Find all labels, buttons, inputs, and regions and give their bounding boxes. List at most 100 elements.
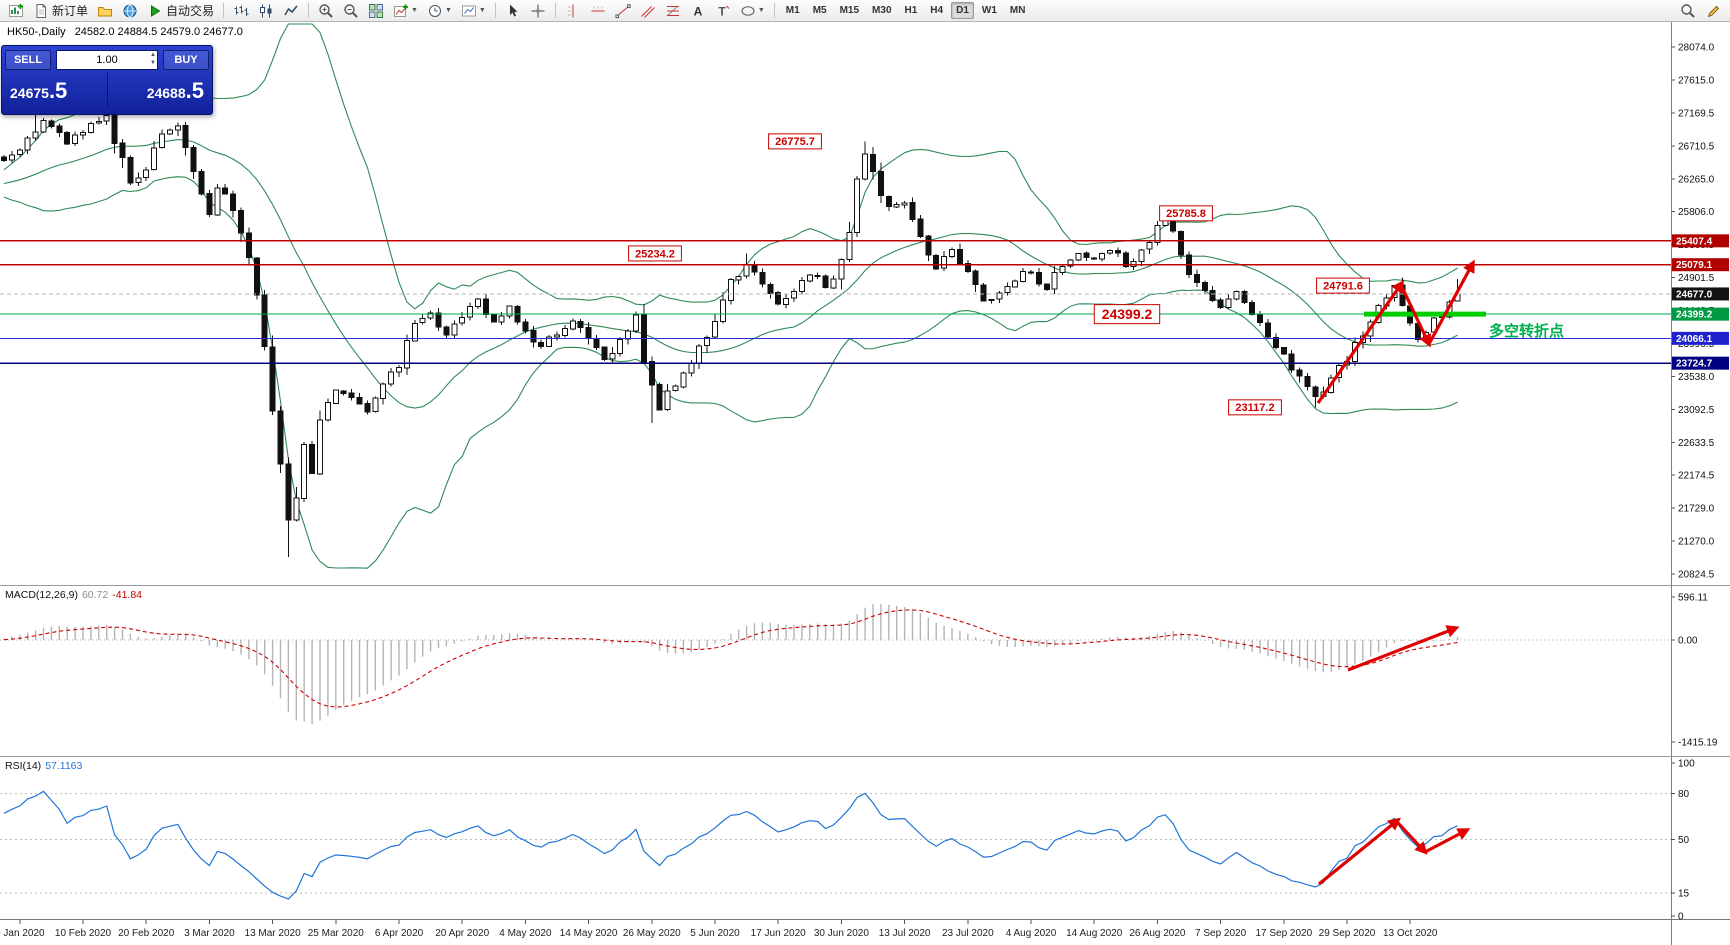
profiles-button[interactable] (93, 0, 117, 21)
draw-channel-button[interactable] (636, 0, 660, 21)
buy-price[interactable]: 24688.5 (107, 78, 209, 104)
timeframe-d1[interactable]: D1 (951, 2, 974, 19)
volume-spinner[interactable]: ▲ ▼ (150, 51, 156, 67)
zoom-out-button[interactable] (339, 0, 363, 21)
search-icon (1681, 3, 1695, 18)
price-tick-label: 21270.0 (1678, 537, 1715, 548)
chart-plot-area[interactable] (0, 22, 1671, 945)
price-tag-text: 24066.1 (1676, 334, 1713, 345)
line-chart-mode-button[interactable] (279, 0, 303, 21)
draw-text-label-button[interactable]: T (711, 0, 735, 21)
trend-arrows-rsi[interactable] (1317, 817, 1471, 886)
turning-point-note[interactable]: 多空转折点 (1489, 323, 1565, 340)
bar-chart-mode-button[interactable] (229, 0, 253, 21)
price-tick-label: 23092.5 (1678, 405, 1715, 416)
price-label-box[interactable] (1159, 205, 1213, 222)
candlestick-mode-button[interactable] (254, 0, 278, 21)
search-button[interactable] (1676, 0, 1700, 21)
draw-fibonacci-button[interactable] (661, 0, 685, 21)
crosshair-button[interactable] (526, 0, 550, 21)
indicators-list-button[interactable]: ▼ (389, 0, 422, 21)
draw-vertical-line-button[interactable] (561, 0, 585, 21)
price-divider (107, 73, 108, 108)
date-label: 3 Mar 2020 (184, 928, 235, 939)
sell-price[interactable]: 24675.5 (5, 78, 107, 104)
rsi-tick-label: 0 (1678, 912, 1684, 923)
candles-icon (260, 4, 272, 17)
tline-icon (615, 3, 631, 18)
price-tick-label: 25806.0 (1678, 207, 1715, 218)
timeframe-m15[interactable]: M15 (839, 5, 860, 16)
price-label-box[interactable] (1316, 277, 1370, 294)
new-chart-button[interactable] (4, 0, 28, 21)
date-label: 5 Jun 2020 (690, 928, 740, 939)
rsi-tick-label: 50 (1678, 835, 1690, 846)
periods-button[interactable]: ▼ (423, 0, 456, 21)
main-toolbar: 新订单 自动交易 ▼ ▼ ▼ A T ▼ M1 M5 M15 M30 H1 H4 D1 W1 MN (0, 0, 1730, 22)
price-label-text: 25234.2 (635, 248, 675, 260)
price-tick-label: 26265.0 (1678, 174, 1715, 185)
timeframe-mn[interactable]: MN (1009, 5, 1026, 16)
one-click-top-row: SELL 1.00 ▲ ▼ BUY (5, 49, 209, 70)
templates-button[interactable]: ▼ (457, 0, 490, 21)
macd-indicator-label: MACD(12,26,9) 60.72 -41.84 (5, 589, 142, 601)
zoom-out-icon (344, 3, 358, 18)
price-tick-label: 28074.0 (1678, 43, 1715, 54)
data-window-button[interactable] (118, 0, 142, 21)
timeframe-m30[interactable]: M30 (872, 5, 892, 16)
price-label-text: 24791.6 (1323, 280, 1363, 292)
shapes-icon (741, 5, 755, 16)
trend-arrow[interactable] (1347, 625, 1460, 672)
time-axis[interactable]: 9 Jan 2020 10 Feb 2020 20 Feb 2020 3 Mar 20… (0, 920, 1438, 939)
draw-trendline-button[interactable] (611, 0, 635, 21)
macd-axis[interactable]: 596.11 0.00 -1415.19 (1671, 593, 1718, 749)
timeframe-m5[interactable]: M5 (812, 5, 827, 16)
rsi-name: RSI(14) (5, 760, 42, 772)
spinner-up-icon[interactable]: ▲ (150, 51, 156, 58)
price-tag (1672, 287, 1729, 301)
trend-arrows-main[interactable] (1316, 259, 1475, 404)
draw-shapes-button[interactable]: ▼ (736, 0, 769, 21)
chart-add-icon (9, 3, 23, 17)
timeframe-m1[interactable]: M1 (785, 5, 800, 16)
volume-field[interactable]: 1.00 ▲ ▼ (56, 49, 158, 70)
price-label-text: 23117.2 (1235, 402, 1274, 414)
trend-arrow[interactable] (1400, 286, 1431, 348)
trend-arrows-macd[interactable] (1347, 625, 1460, 672)
zoom-in-button[interactable] (314, 0, 338, 21)
sell-button[interactable]: SELL (5, 49, 51, 70)
price-label-box[interactable] (1228, 399, 1282, 416)
trend-arrow[interactable] (1317, 817, 1401, 886)
price-label-box[interactable] (1093, 304, 1161, 325)
new-order-button[interactable]: 新订单 (29, 0, 92, 21)
price-tag (1672, 234, 1729, 248)
template-icon (461, 5, 476, 16)
price-label-box[interactable] (768, 133, 822, 150)
rsi-line (3, 790, 1458, 900)
price-label-box[interactable] (628, 245, 682, 262)
tile-windows-button[interactable] (364, 0, 388, 21)
spinner-down-icon[interactable]: ▼ (150, 59, 156, 66)
rsi-axis[interactable]: 100 80 50 15 0 (1671, 759, 1695, 923)
price-tag-text: 25079.1 (1676, 260, 1713, 271)
timeframe-h1[interactable]: H1 (904, 5, 918, 16)
timeframe-h4[interactable]: H4 (930, 5, 944, 16)
macd-indicator (0, 603, 1671, 724)
quick-edit-button[interactable] (1702, 0, 1726, 21)
candlestick-series (1, 106, 1461, 557)
volume-value: 1.00 (96, 53, 118, 66)
labelT-icon: T (718, 4, 730, 18)
page-icon (36, 3, 46, 18)
autotrading-button[interactable]: 自动交易 (143, 0, 218, 21)
trend-arrow[interactable] (1396, 821, 1428, 855)
timeframe-w1[interactable]: W1 (981, 5, 997, 16)
buy-button[interactable]: BUY (163, 49, 209, 70)
cursor-button[interactable] (501, 0, 525, 21)
trend-arrow[interactable] (1427, 259, 1475, 345)
macd-signal-value: -41.84 (112, 589, 143, 601)
draw-horizontal-line-button[interactable] (586, 0, 610, 21)
trend-arrow[interactable] (1424, 828, 1471, 854)
draw-text-button[interactable]: A (686, 0, 710, 21)
price-axis[interactable]: 28074.0 27615.0 27169.5 26710.5 26265.0 25806… (1671, 43, 1729, 581)
trend-arrow[interactable] (1316, 279, 1405, 404)
